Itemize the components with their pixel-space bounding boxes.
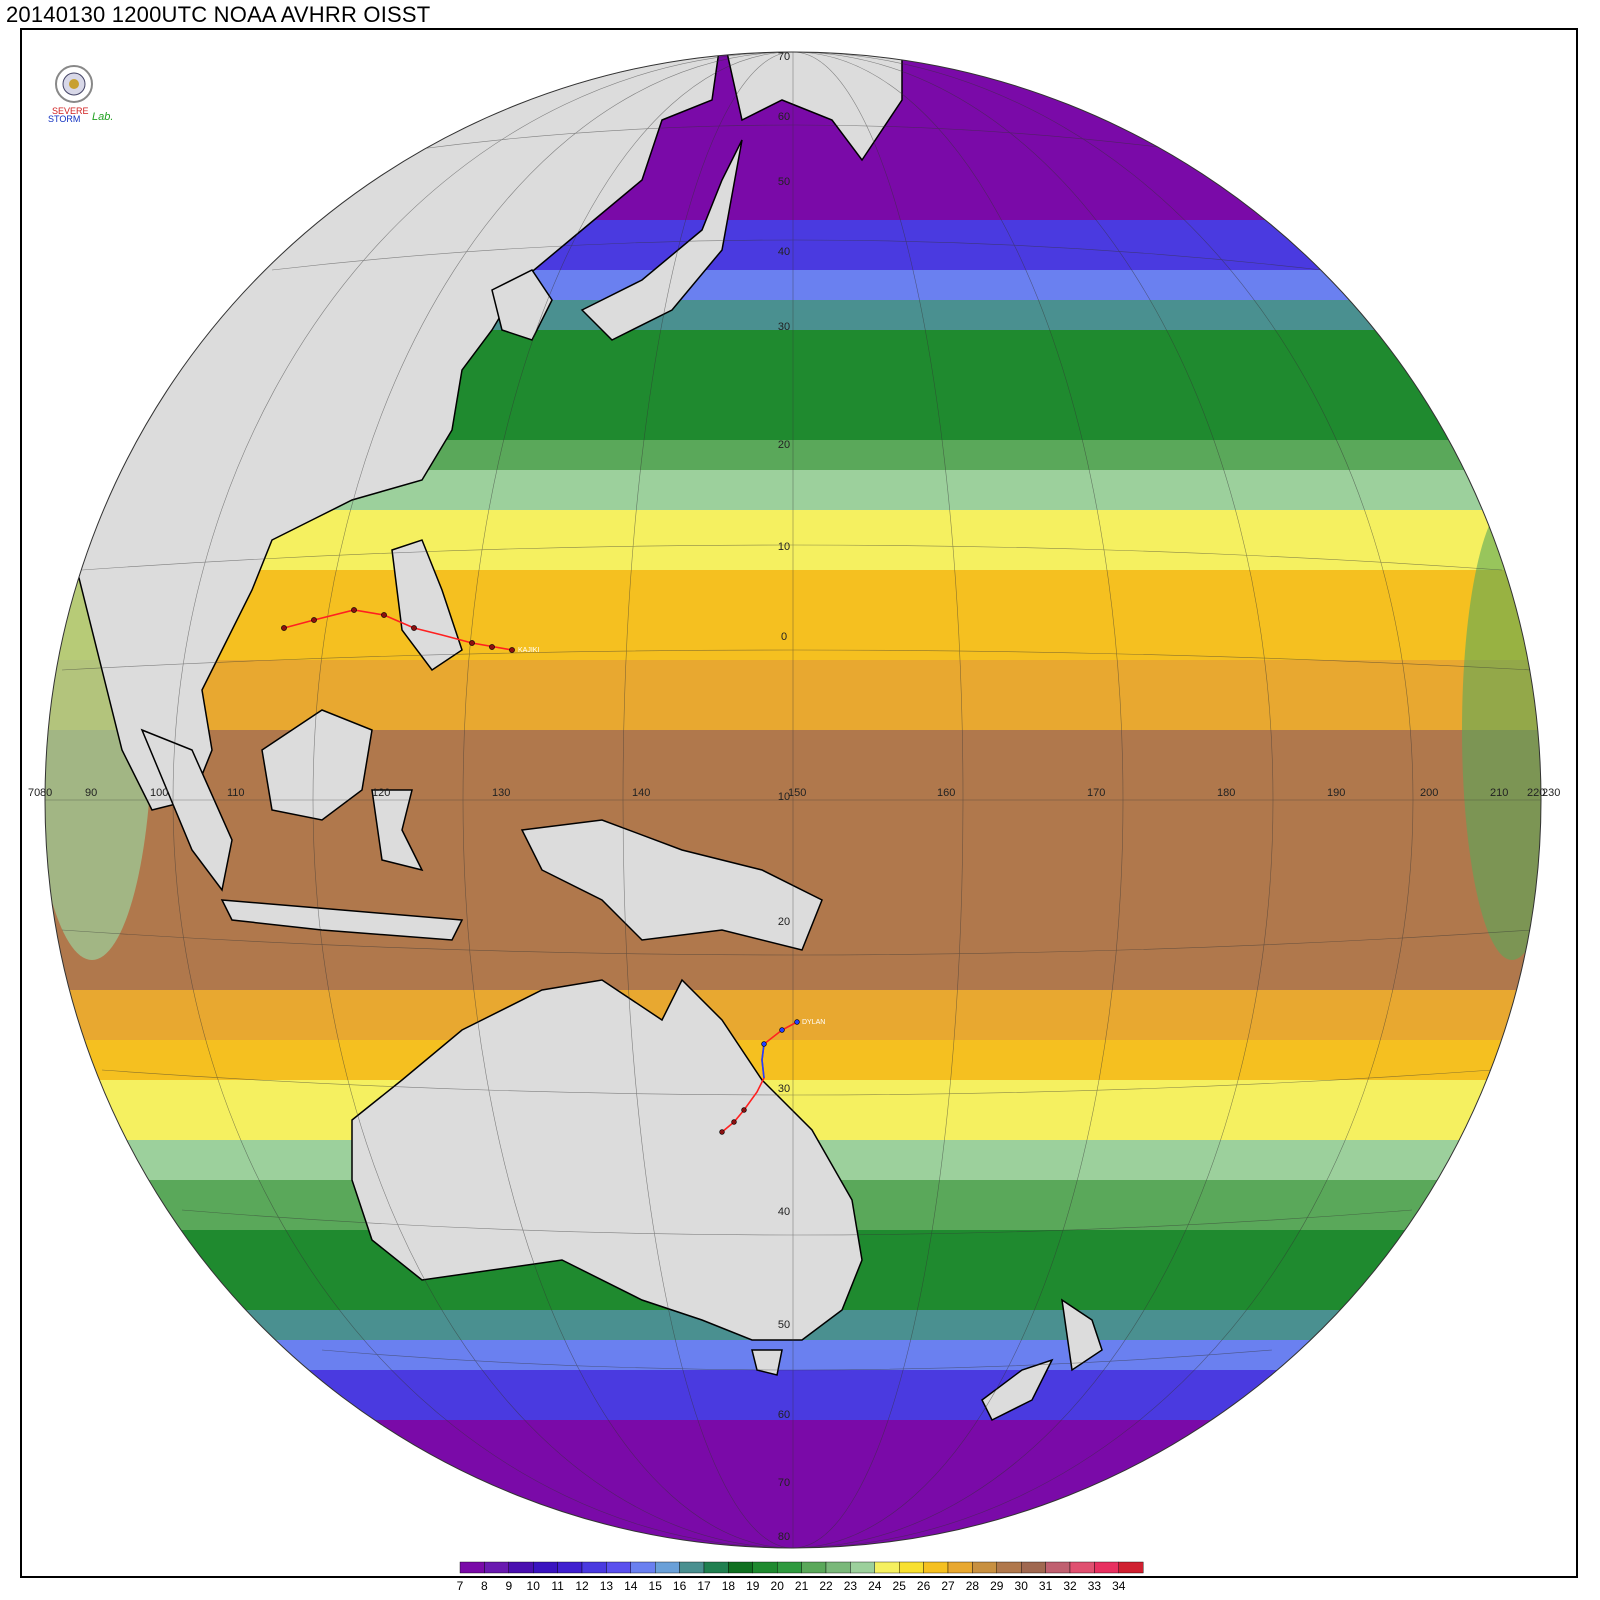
latitude-label: 70 (778, 51, 790, 63)
longitude-label: 100 (150, 787, 168, 799)
colorbar-label: 33 (1088, 1579, 1102, 1593)
colorbar-label: 31 (1039, 1579, 1053, 1593)
latitude-label: 70 (778, 1477, 790, 1489)
map-title: 20140130 1200UTC NOAA AVHRR OISST (6, 2, 431, 27)
colorbar-label: 20 (771, 1579, 785, 1593)
latitude-label: 20 (778, 916, 790, 928)
colorbar-label: 27 (941, 1579, 955, 1593)
colorbar-label: 22 (819, 1579, 833, 1593)
longitude-label: 190 (1327, 787, 1345, 799)
latitude-label: 50 (778, 1319, 790, 1331)
longitude-label: 180 (1217, 787, 1235, 799)
colorbar-label: 32 (1063, 1579, 1077, 1593)
latitude-labels: 70 60 50 40 30 20 10 0 10 20 30 40 50 60 70 80 (778, 51, 790, 1543)
colorbar-label: 23 (844, 1579, 858, 1593)
longitude-label: 130 (492, 787, 510, 799)
latitude-label: 50 (778, 176, 790, 188)
colorbar-label: 30 (1015, 1579, 1029, 1593)
longitude-label: 230 (1542, 787, 1560, 799)
longitude-label: 140 (632, 787, 650, 799)
latitude-label: 40 (778, 246, 790, 258)
latitude-label: 30 (778, 321, 790, 333)
longitude-label: 110 (227, 787, 245, 799)
svg-text:Lab.: Lab. (92, 111, 113, 123)
storm-track-kajiki: KAJIKI (281, 607, 539, 654)
colorbar-label: 25 (893, 1579, 907, 1593)
svg-text:SEVERE: SEVERE (52, 106, 89, 116)
colorbar-label: 34 (1112, 1579, 1126, 1593)
longitude-labels: 70 80 90 100 110 120 130 140 150 160 170 180 190 200 2… (28, 787, 1560, 799)
latitude-label: 80 (778, 1531, 790, 1543)
land-masses (61, 52, 1103, 1422)
sst-globe-map: KAJIKI DYLAN 706050403020100102030405060… (28, 51, 1560, 1549)
longitude-label: 90 (85, 787, 97, 799)
longitude-label: 210 (1490, 787, 1508, 799)
longitude-label: 70 (28, 787, 40, 799)
colorbar-label: 26 (917, 1579, 931, 1593)
colorbar-label: 7 (457, 1579, 464, 1593)
longitude-label: 220 (1527, 787, 1545, 799)
storm-label-dylan: DYLAN (802, 1019, 825, 1026)
longitude-label: 170 (1087, 787, 1105, 799)
colorbar-label: 13 (600, 1579, 614, 1593)
colorbar-label: 19 (746, 1579, 760, 1593)
svg-text:STORM: STORM (48, 114, 80, 124)
graticule (45, 52, 1541, 1548)
colorbar-label: 15 (649, 1579, 663, 1593)
sst-field: KAJIKI DYLAN (45, 52, 1541, 1548)
latitude-label: 0 (781, 631, 787, 643)
latitude-label: 30 (778, 1083, 790, 1095)
colorbar-label: 12 (575, 1579, 589, 1593)
colorbar-label: 10 (527, 1579, 541, 1593)
storm-label-kajiki: KAJIKI (518, 647, 539, 654)
colorbar-label: 8 (481, 1579, 488, 1593)
map-frame: KAJIKI DYLAN 70 60 50 40 30 20 10 0 10 20 30 40 50 60… (20, 28, 1578, 1578)
colorbar-label: 11 (551, 1579, 564, 1593)
colorbar-label: 18 (722, 1579, 736, 1593)
longitude-label: 150 (788, 787, 806, 799)
colorbar-label: 28 (966, 1579, 980, 1593)
longitude-label: 80 (40, 787, 52, 799)
colorbar-label: 21 (795, 1579, 809, 1593)
colorbar-label: 17 (697, 1579, 711, 1593)
colorbar-label: 9 (505, 1579, 512, 1593)
latitude-label: 10 (778, 791, 790, 803)
severe-storm-lab-logo: SEVERE STORM Lab. (46, 62, 132, 126)
latitude-label: 20 (778, 439, 790, 451)
latitude-label: 10 (778, 541, 790, 553)
longitude-label: 160 (937, 787, 955, 799)
colorbar-label: 14 (624, 1579, 638, 1593)
storm-track-dylan: DYLAN (719, 1019, 825, 1135)
colorbar-label: 29 (990, 1579, 1004, 1593)
latitude-label: 60 (778, 111, 790, 123)
longitude-label: 200 (1420, 787, 1438, 799)
colorbar-label: 16 (673, 1579, 687, 1593)
latitude-label: 40 (778, 1206, 790, 1218)
latitude-label: 60 (778, 1409, 790, 1421)
colorbar-label: 24 (868, 1579, 882, 1593)
longitude-label: 120 (372, 787, 390, 799)
